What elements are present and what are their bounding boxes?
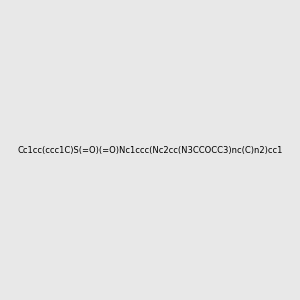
Text: Cc1cc(ccc1C)S(=O)(=O)Nc1ccc(Nc2cc(N3CCOCC3)nc(C)n2)cc1: Cc1cc(ccc1C)S(=O)(=O)Nc1ccc(Nc2cc(N3CCOC…	[17, 146, 283, 154]
